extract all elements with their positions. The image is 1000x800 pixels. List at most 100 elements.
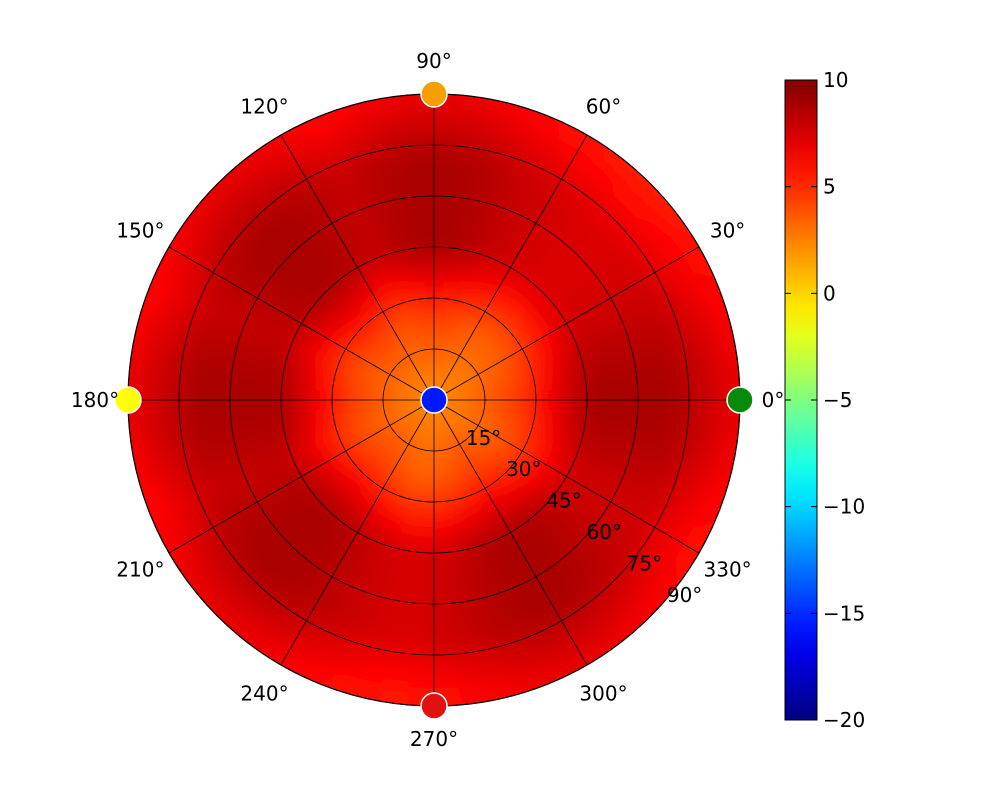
heatmap-cell	[442, 261, 459, 283]
heatmap-cell	[176, 377, 197, 404]
heatmap-cell	[385, 143, 414, 167]
marker-layer	[114, 80, 754, 720]
heatmap-cell	[409, 517, 426, 539]
heatmap-cell	[434, 636, 460, 658]
heatmap-cell	[388, 160, 415, 183]
heatmap-cell	[543, 518, 570, 546]
heatmap-cell	[478, 420, 499, 436]
heatmap-cell	[459, 441, 476, 462]
heatmap-cell	[363, 387, 384, 397]
heatmap-cell	[398, 211, 420, 233]
heatmap-cell	[450, 402, 471, 410]
heatmap-cell	[466, 435, 485, 455]
heatmap-cell	[379, 350, 398, 368]
heatmap-cell	[467, 389, 488, 397]
heatmap-cell	[193, 400, 215, 425]
heatmap-cell	[396, 424, 413, 442]
angular-tick-label: 270°	[410, 727, 458, 751]
heatmap-cell	[454, 335, 470, 356]
heatmap-cell	[421, 416, 430, 436]
angular-tick-label: 90°	[416, 49, 451, 73]
heatmap-cell	[376, 429, 396, 447]
heatmap-cell	[450, 399, 471, 404]
heatmap-cell	[470, 432, 489, 450]
angular-tick-label: 60°	[586, 94, 621, 118]
heatmap-cell	[160, 352, 183, 382]
heatmap-cell	[316, 426, 339, 444]
heatmap-cell	[535, 398, 556, 411]
heatmap-cell	[437, 433, 445, 454]
angular-tick-label: 300°	[579, 682, 627, 706]
heatmap-cell	[554, 507, 581, 535]
heatmap-cell	[402, 315, 417, 337]
heatmap-cell	[389, 547, 410, 571]
heatmap-cell	[449, 387, 470, 396]
heatmap-cell	[518, 398, 539, 410]
heatmap-cell	[385, 414, 405, 428]
heatmap-cell	[380, 403, 401, 411]
heatmap-cell	[495, 361, 517, 377]
heatmap-cell	[455, 246, 475, 269]
heatmap-cell	[541, 253, 569, 280]
heatmap-cell	[398, 514, 415, 537]
heatmap-cell	[445, 227, 464, 250]
heatmap-cell	[228, 416, 251, 439]
heatmap-cell	[364, 408, 385, 420]
colorbar-tick-label: −5	[823, 388, 852, 412]
heatmap-cell	[392, 338, 409, 359]
colorbar-tick-label: 0	[823, 281, 836, 305]
heatmap-cell	[407, 371, 424, 389]
heatmap-cell	[278, 386, 299, 403]
heatmap-cell	[405, 410, 423, 427]
heatmap-cell	[421, 364, 430, 385]
heatmap-cell	[408, 412, 424, 429]
heatmap-cell	[433, 363, 438, 384]
heatmap-cell	[432, 261, 447, 282]
heatmap-cell	[463, 413, 483, 427]
heatmap-cell	[346, 405, 368, 417]
heatmap-cell	[444, 411, 461, 429]
heatmap-cell	[432, 295, 444, 316]
heatmap-cell	[552, 386, 573, 400]
heatmap-cell	[413, 620, 438, 641]
heatmap-cell	[388, 439, 406, 459]
heatmap-cell	[354, 428, 376, 445]
heatmap-cell	[312, 400, 333, 413]
heatmap-cell	[158, 276, 188, 311]
radial-tick-labels: 15°30°45°60°75°90°	[466, 426, 702, 607]
heatmap-cell	[400, 381, 420, 393]
heatmap-cell	[387, 417, 407, 432]
heatmap-cell	[439, 466, 451, 488]
heatmap-cell	[430, 363, 434, 384]
heatmap-cell	[159, 400, 181, 428]
heatmap-cell	[447, 378, 466, 392]
heatmap-cell	[397, 390, 418, 398]
heatmap-cell	[440, 295, 453, 317]
colorbar-tick-label: −15	[823, 601, 865, 625]
heatmap-cell	[402, 408, 421, 422]
heatmap-cell	[416, 586, 437, 607]
heatmap-cell	[439, 312, 450, 333]
heatmap-cell	[379, 109, 411, 133]
heatmap-cell	[434, 653, 462, 675]
heatmap-cell	[244, 367, 267, 388]
angular-tick-labels: 0° 30° 60° 90° 120° 150° 180° 210° 240° 270° 300° 3…	[71, 49, 784, 751]
heatmap-cell	[398, 404, 419, 413]
heatmap-cell	[429, 108, 460, 129]
heatmap-cell	[651, 354, 674, 381]
angular-tick-label: 0°	[762, 388, 785, 412]
heatmap-cell	[495, 422, 517, 438]
heatmap-cell	[399, 384, 419, 395]
heatmap-cell	[392, 177, 417, 200]
heatmap-cell	[457, 667, 489, 691]
heatmap-cell	[210, 400, 231, 423]
heatmap-cell	[244, 400, 265, 420]
heatmap-cell	[513, 362, 536, 378]
heatmap-cell	[701, 345, 725, 377]
heatmap-cell	[329, 381, 351, 394]
heatmap-cell	[411, 637, 438, 658]
heatmap-cell	[389, 365, 408, 381]
heatmap-cell	[177, 355, 200, 383]
radial-tick-label: 60°	[586, 520, 621, 544]
heatmap-cell	[429, 433, 435, 454]
